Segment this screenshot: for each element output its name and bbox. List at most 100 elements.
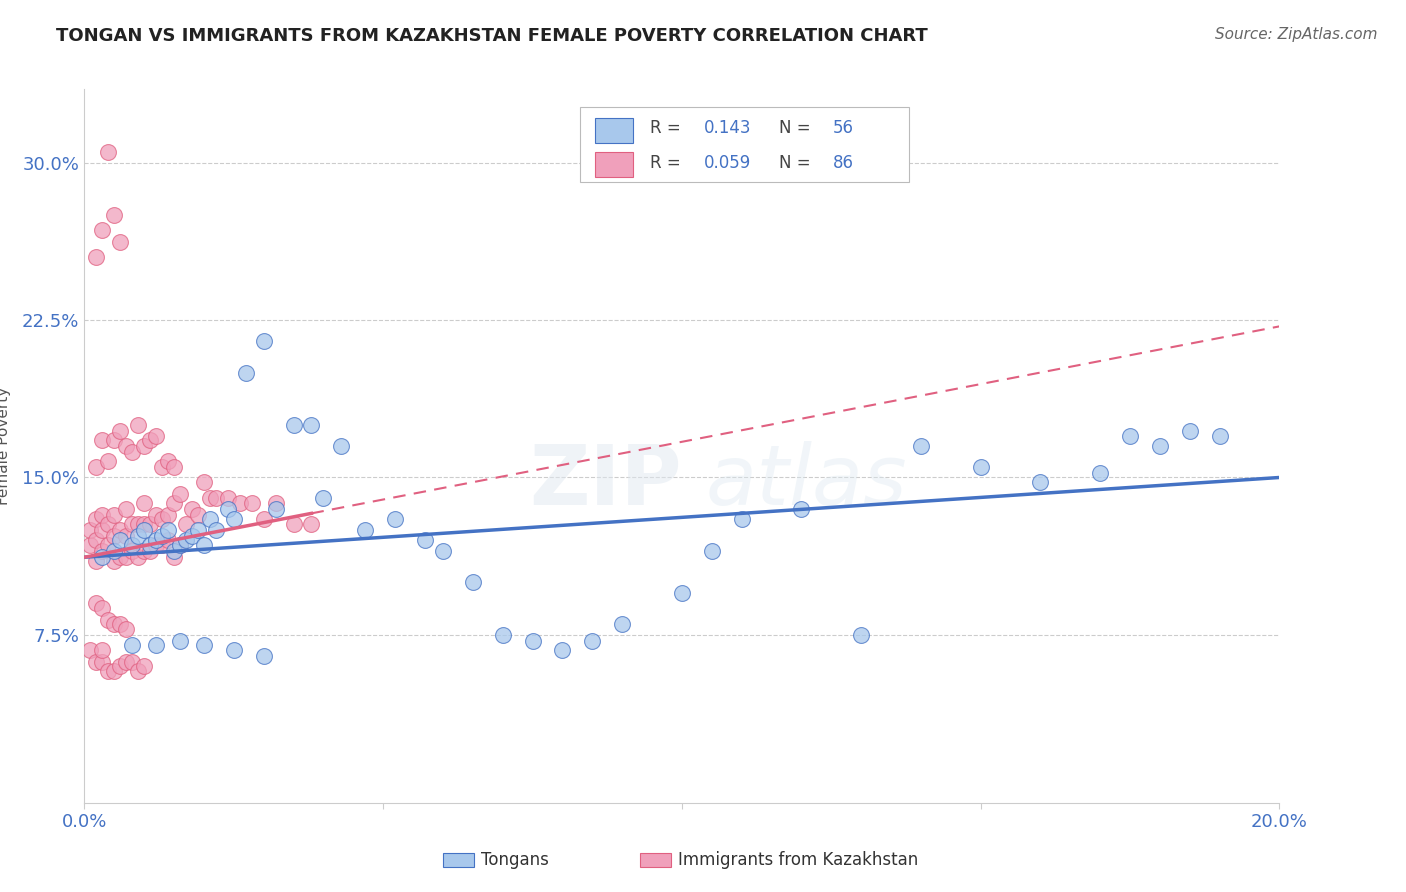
Point bbox=[253, 334, 276, 348]
Point bbox=[163, 496, 186, 510]
Point bbox=[132, 659, 156, 673]
Point bbox=[551, 642, 574, 657]
Point bbox=[312, 491, 335, 506]
Point bbox=[139, 516, 162, 531]
Point bbox=[790, 502, 813, 516]
Point bbox=[97, 145, 120, 160]
Point bbox=[103, 529, 125, 543]
Text: 86: 86 bbox=[832, 153, 853, 171]
Point bbox=[283, 417, 305, 432]
Point bbox=[91, 600, 114, 615]
Point bbox=[132, 439, 156, 453]
Point bbox=[145, 428, 167, 442]
Point bbox=[86, 554, 108, 568]
Point bbox=[97, 538, 120, 552]
Text: 56: 56 bbox=[832, 120, 853, 137]
Point bbox=[174, 533, 197, 548]
Point bbox=[157, 533, 180, 548]
Point bbox=[110, 425, 132, 439]
Y-axis label: Female Poverty: Female Poverty bbox=[0, 387, 11, 505]
Point bbox=[139, 544, 162, 558]
Text: Source: ZipAtlas.com: Source: ZipAtlas.com bbox=[1215, 27, 1378, 42]
Point bbox=[121, 445, 143, 459]
Point bbox=[217, 502, 239, 516]
Point bbox=[86, 460, 108, 475]
Point bbox=[205, 523, 228, 537]
Point bbox=[132, 523, 156, 537]
Point bbox=[103, 664, 125, 678]
Point bbox=[86, 655, 108, 669]
Point bbox=[110, 523, 132, 537]
Point bbox=[110, 617, 132, 632]
Point bbox=[163, 550, 186, 565]
Point bbox=[671, 586, 693, 600]
Point bbox=[851, 628, 873, 642]
Point bbox=[150, 512, 173, 526]
Point bbox=[97, 516, 120, 531]
Point bbox=[432, 544, 454, 558]
Point bbox=[139, 433, 162, 447]
Point bbox=[79, 642, 101, 657]
Point bbox=[127, 550, 149, 565]
Point bbox=[198, 512, 221, 526]
Point bbox=[110, 659, 132, 673]
Point bbox=[492, 628, 515, 642]
Point bbox=[115, 550, 138, 565]
Point bbox=[1090, 467, 1112, 481]
Point bbox=[139, 538, 162, 552]
Point bbox=[86, 512, 108, 526]
Text: 0.059: 0.059 bbox=[703, 153, 751, 171]
Point bbox=[217, 491, 239, 506]
Point bbox=[103, 508, 125, 523]
Point bbox=[910, 439, 932, 453]
Point bbox=[731, 512, 754, 526]
Point bbox=[187, 508, 209, 523]
Text: atlas: atlas bbox=[706, 442, 907, 522]
Point bbox=[110, 550, 132, 565]
Point bbox=[115, 622, 138, 636]
Point bbox=[91, 544, 114, 558]
Point bbox=[150, 529, 173, 543]
FancyBboxPatch shape bbox=[595, 152, 633, 177]
Point bbox=[103, 208, 125, 222]
Point bbox=[91, 433, 114, 447]
Point bbox=[121, 639, 143, 653]
Point bbox=[163, 544, 186, 558]
Point bbox=[222, 512, 245, 526]
Point bbox=[612, 617, 634, 632]
Point bbox=[145, 639, 167, 653]
Point bbox=[79, 523, 101, 537]
Point bbox=[103, 617, 125, 632]
Point bbox=[1178, 425, 1201, 439]
Point bbox=[91, 223, 114, 237]
Point bbox=[384, 512, 406, 526]
Point bbox=[97, 453, 120, 467]
Point bbox=[145, 538, 167, 552]
Point bbox=[181, 529, 204, 543]
Point bbox=[169, 538, 191, 552]
Point bbox=[240, 496, 263, 510]
Point bbox=[115, 502, 138, 516]
Point bbox=[91, 523, 114, 537]
Text: ZIP: ZIP bbox=[530, 442, 682, 522]
Point bbox=[86, 596, 108, 610]
Point bbox=[181, 502, 204, 516]
Point bbox=[169, 634, 191, 648]
Point bbox=[301, 417, 323, 432]
Point bbox=[110, 533, 132, 548]
Point bbox=[145, 508, 167, 523]
Point bbox=[253, 512, 276, 526]
Point bbox=[205, 491, 228, 506]
Point bbox=[581, 634, 603, 648]
Point bbox=[132, 544, 156, 558]
FancyBboxPatch shape bbox=[581, 107, 910, 182]
Point bbox=[150, 538, 173, 552]
Point bbox=[86, 250, 108, 264]
Point bbox=[127, 516, 149, 531]
Point bbox=[103, 544, 125, 558]
Point bbox=[354, 523, 377, 537]
Point bbox=[283, 516, 305, 531]
Point bbox=[157, 523, 180, 537]
Text: Immigrants from Kazakhstan: Immigrants from Kazakhstan bbox=[678, 851, 918, 869]
Point bbox=[222, 642, 245, 657]
